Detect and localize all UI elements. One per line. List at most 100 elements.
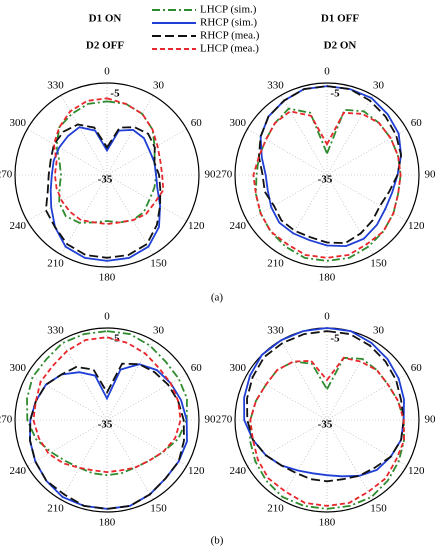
angle-label: 90 bbox=[205, 169, 217, 181]
angle-label: 60 bbox=[191, 117, 203, 129]
angle-label: 330 bbox=[47, 324, 64, 336]
angle-label: 270 bbox=[216, 169, 233, 181]
angle-label: 300 bbox=[10, 117, 27, 129]
angle-label: 270 bbox=[0, 414, 13, 426]
spoke bbox=[247, 373, 328, 421]
spoke bbox=[106, 174, 187, 222]
spoke bbox=[60, 419, 108, 500]
angle-label: 60 bbox=[191, 362, 203, 374]
angle-label: 120 bbox=[408, 465, 425, 477]
spoke bbox=[247, 174, 328, 222]
spoke bbox=[280, 95, 328, 176]
outer-ring bbox=[14, 82, 200, 268]
angle-label: 120 bbox=[188, 465, 205, 477]
spoke bbox=[247, 128, 328, 176]
outer-ring bbox=[14, 327, 200, 513]
angle-label: 120 bbox=[188, 220, 205, 232]
angle-label: 330 bbox=[267, 324, 284, 336]
pattern-line bbox=[249, 356, 405, 507]
angle-label: 210 bbox=[267, 503, 284, 515]
angle-label: 90 bbox=[205, 414, 217, 426]
spoke bbox=[326, 419, 374, 500]
radius-label: -35 bbox=[318, 419, 333, 431]
angle-label: 120 bbox=[408, 220, 425, 232]
angle-label: 60 bbox=[411, 117, 423, 129]
angle-label: 240 bbox=[10, 465, 27, 477]
angle-label: 180 bbox=[99, 517, 116, 529]
spoke bbox=[106, 373, 187, 421]
spoke bbox=[326, 95, 374, 176]
spoke bbox=[280, 174, 328, 255]
pattern-line bbox=[29, 362, 185, 510]
pattern-line bbox=[252, 110, 402, 259]
spoke bbox=[27, 174, 108, 222]
angle-label: 90 bbox=[425, 414, 437, 426]
outer-ring bbox=[234, 82, 420, 268]
radius-label: -35 bbox=[318, 174, 333, 186]
spoke bbox=[106, 128, 187, 176]
angle-label: 0 bbox=[104, 311, 110, 323]
radius-label: -5 bbox=[110, 88, 120, 100]
spoke bbox=[106, 419, 154, 500]
spoke bbox=[247, 419, 328, 467]
angle-label: 180 bbox=[99, 272, 116, 284]
spoke bbox=[326, 174, 407, 222]
radius-label: -35 bbox=[98, 419, 113, 431]
pattern-line bbox=[32, 336, 182, 474]
angle-label: 0 bbox=[324, 311, 330, 323]
pattern-line bbox=[26, 330, 188, 477]
pattern-line bbox=[49, 126, 162, 262]
angle-label: 240 bbox=[230, 220, 247, 232]
spoke bbox=[280, 419, 328, 500]
angle-label: 270 bbox=[0, 169, 13, 181]
spoke bbox=[326, 340, 374, 421]
pattern-line bbox=[243, 327, 405, 478]
spoke bbox=[326, 174, 374, 255]
angle-label: 150 bbox=[370, 503, 387, 515]
angle-label: 240 bbox=[230, 465, 247, 477]
spoke bbox=[106, 419, 187, 467]
spoke bbox=[60, 95, 108, 176]
angle-label: 30 bbox=[153, 324, 165, 336]
spoke bbox=[106, 95, 154, 176]
legend-label: LHCP (mea.) bbox=[200, 43, 259, 55]
pattern-line bbox=[254, 107, 402, 262]
angle-label: 90 bbox=[425, 169, 437, 181]
angle-label: 30 bbox=[153, 79, 165, 91]
radius-label: -5 bbox=[330, 333, 340, 345]
angle-label: 210 bbox=[47, 503, 64, 515]
angle-label: 150 bbox=[150, 258, 167, 270]
column-label: D1 ON bbox=[89, 13, 122, 25]
pattern-line bbox=[257, 85, 403, 245]
angle-label: 330 bbox=[267, 79, 284, 91]
angle-label: 210 bbox=[47, 258, 64, 270]
pattern-line bbox=[44, 123, 162, 259]
column-label: D2 ON bbox=[324, 40, 357, 52]
column-label: D1 OFF bbox=[321, 13, 359, 25]
pattern-line bbox=[55, 100, 158, 224]
angle-label: 30 bbox=[373, 324, 385, 336]
angle-label: 180 bbox=[319, 272, 336, 284]
angle-label: 300 bbox=[230, 117, 247, 129]
radius-label: -5 bbox=[110, 333, 120, 345]
angle-label: 240 bbox=[10, 220, 27, 232]
spoke bbox=[60, 340, 108, 421]
angle-label: 0 bbox=[104, 66, 110, 78]
spoke bbox=[280, 340, 328, 421]
spoke bbox=[106, 340, 154, 421]
spoke bbox=[326, 128, 407, 176]
radius-label: -35 bbox=[98, 174, 113, 186]
angle-label: 0 bbox=[324, 66, 330, 78]
angle-label: 30 bbox=[373, 79, 385, 91]
angle-label: 330 bbox=[47, 79, 64, 91]
angle-label: 150 bbox=[370, 258, 387, 270]
spoke bbox=[326, 373, 407, 421]
angle-label: 270 bbox=[216, 414, 233, 426]
spoke bbox=[326, 419, 407, 467]
radius-label: -5 bbox=[330, 88, 340, 100]
angle-label: 60 bbox=[411, 362, 423, 374]
panel-label: (a) bbox=[211, 292, 224, 304]
angle-label: 300 bbox=[10, 362, 27, 374]
column-label: D2 OFF bbox=[86, 40, 124, 52]
